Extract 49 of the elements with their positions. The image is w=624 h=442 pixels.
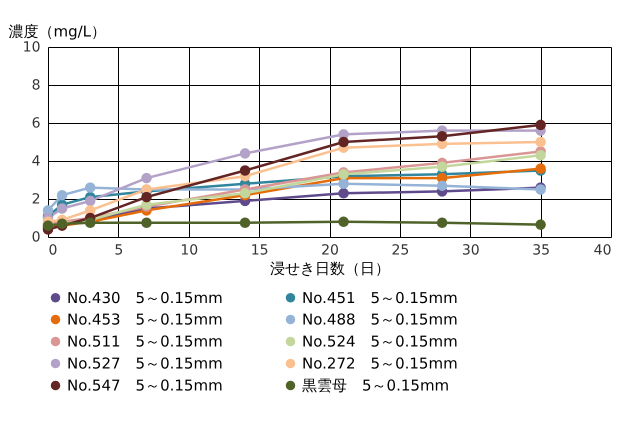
point: [338, 178, 349, 190]
legend-label: No.451 5～0.15mm: [302, 288, 458, 307]
point: [535, 219, 546, 230]
x-tick-label: 20: [321, 242, 339, 258]
legend-label: No.547 5～0.15mm: [67, 376, 223, 394]
y-tick-label: 4: [32, 154, 41, 170]
point: [535, 136, 546, 148]
y-axis-title: 濃度（mg/L）: [8, 22, 106, 40]
point: [240, 148, 250, 159]
point: [436, 218, 448, 228]
point: [338, 136, 349, 148]
y-tick-label: 10: [22, 40, 40, 56]
point: [338, 216, 349, 228]
y-tick-label: 0: [32, 230, 40, 246]
point: [56, 190, 68, 200]
point: [84, 196, 96, 206]
x-tick-label: 5: [114, 242, 124, 258]
point: [56, 203, 68, 214]
x-axis-title: 浸せき日数（日）: [270, 260, 390, 278]
point: [535, 120, 546, 130]
point: [338, 188, 349, 199]
legend-label: No.453 5～0.15mm: [67, 310, 223, 328]
y-tick-label: 2: [32, 192, 40, 208]
point: [436, 180, 448, 191]
point: [436, 161, 448, 172]
point: [240, 165, 250, 176]
x-tick-label: 35: [532, 242, 550, 258]
legend-label: No.430 5～0.15mm: [67, 288, 223, 307]
point: [535, 150, 546, 161]
point: [141, 172, 152, 184]
point: [436, 131, 448, 142]
legend-label: No.272 5～0.15mm: [302, 354, 458, 372]
y-tick-label: 6: [32, 116, 41, 132]
point: [240, 218, 250, 228]
legend-label: No.511 5～0.15mm: [67, 332, 223, 350]
point: [141, 192, 152, 202]
legend-label: 黒雲母 5～0.15mm: [302, 376, 450, 394]
x-tick-label: 0: [48, 242, 58, 258]
x-tick-label: 25: [391, 242, 410, 258]
point: [141, 218, 152, 228]
legend-label: No.524 5～0.15mm: [302, 332, 458, 350]
x-tick-label: 15: [250, 242, 269, 258]
x-tick-label: 30: [462, 242, 480, 258]
legend-label: No.527 5～0.15mm: [67, 354, 223, 372]
legend-label: No.488 5～0.15mm: [302, 310, 458, 328]
y-tick-label: 8: [32, 78, 40, 94]
point: [84, 182, 96, 193]
x-tick-label: 40: [594, 242, 612, 258]
x-tick-label: 10: [180, 242, 198, 258]
